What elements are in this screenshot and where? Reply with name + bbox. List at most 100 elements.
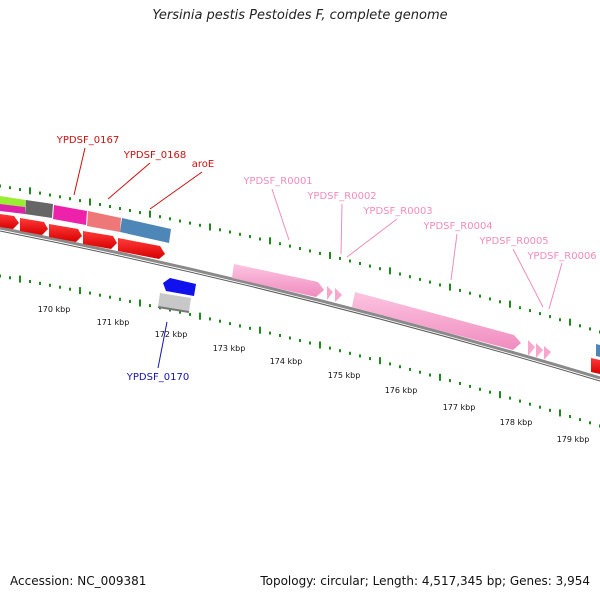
leader-aroE	[149, 171, 203, 210]
gene-box-lime[interactable]	[0, 196, 26, 207]
label-ypdsf-r0001[interactable]: YPDSF_R0001	[242, 176, 312, 187]
major-tick	[569, 318, 571, 326]
minor-tick	[109, 295, 111, 299]
minor-tick	[89, 291, 91, 295]
minor-tick	[469, 384, 471, 388]
gene-box-salmon[interactable]	[87, 211, 121, 232]
gene-box-gray[interactable]	[25, 200, 53, 218]
minor-tick	[539, 405, 541, 409]
gene-labels: YPDSF_0167 YPDSF_0168 aroE YPDSF_R0001 Y…	[56, 135, 597, 383]
red-gene-arrow[interactable]	[591, 358, 600, 374]
minor-tick	[509, 396, 511, 400]
label-ypdsf-0167[interactable]: YPDSF_0167	[56, 135, 119, 146]
major-tick	[499, 391, 501, 399]
scale-label: 179 kbp	[557, 435, 590, 444]
minor-tick	[59, 285, 61, 289]
scale-label: 174 kbp	[270, 357, 303, 366]
minor-tick	[559, 318, 561, 322]
blue-gene-arrow[interactable]	[163, 278, 196, 296]
map-title: Yersinia pestis Pestoides F, complete ge…	[152, 8, 448, 23]
minor-tick	[279, 334, 281, 337]
minor-tick	[589, 421, 591, 425]
minor-tick	[309, 341, 311, 345]
minor-tick	[129, 299, 131, 303]
label-ypdsf-r0006[interactable]: YPDSF_R0006	[526, 251, 596, 262]
minor-tick	[0, 274, 1, 278]
red-gene-arrow[interactable]	[49, 224, 82, 242]
minor-tick	[0, 184, 1, 188]
minor-tick	[499, 300, 501, 304]
red-gene-arrow[interactable]	[20, 218, 48, 235]
genes-value: 3,954	[555, 574, 590, 588]
minor-tick	[579, 418, 581, 422]
label-ypdsf-r0004[interactable]: YPDSF_R0004	[422, 221, 492, 232]
red-gene-arrow[interactable]	[83, 231, 117, 249]
major-tick	[209, 223, 211, 231]
gene-box-steelblue[interactable]	[120, 218, 171, 243]
rna-arrow-small[interactable]	[536, 343, 543, 358]
minor-tick	[169, 217, 171, 221]
minor-tick	[9, 186, 11, 190]
rna-arrow-small[interactable]	[327, 286, 333, 300]
major-tick	[449, 283, 451, 291]
leader-r0002	[340, 203, 343, 255]
gene-box-magenta-left[interactable]	[0, 204, 25, 214]
minor-tick	[579, 324, 581, 328]
gray-gene-edge	[157, 306, 190, 313]
accession-value: NC_009381	[77, 574, 147, 588]
minor-tick	[229, 230, 231, 234]
minor-tick	[269, 331, 271, 335]
label-ypdsf-r0005[interactable]: YPDSF_R0005	[478, 236, 548, 247]
minor-tick	[179, 310, 181, 314]
minor-tick	[249, 235, 251, 239]
major-tick	[79, 287, 81, 295]
minor-tick	[149, 304, 151, 308]
rna-arrow-small[interactable]	[544, 346, 551, 360]
minor-tick	[9, 276, 11, 280]
minor-tick	[119, 297, 121, 301]
minor-tick	[349, 259, 351, 263]
minor-tick	[289, 336, 291, 340]
minor-tick	[69, 287, 71, 291]
minor-tick	[419, 370, 421, 374]
label-ypdsf-r0002[interactable]: YPDSF_R0002	[306, 191, 376, 202]
minor-tick	[39, 191, 41, 195]
rna-arrow-small[interactable]	[335, 288, 342, 302]
accession-info: Accession: NC_009381	[10, 574, 146, 588]
scale-labels: 170 kbp 171 kbp 172 kbp 173 kbp 174 kbp …	[38, 305, 590, 444]
minor-tick	[119, 207, 121, 210]
gene-box-magenta[interactable]	[53, 205, 87, 225]
rna-arrow[interactable]	[352, 292, 521, 350]
topology-value: circular	[320, 574, 365, 588]
minor-tick	[239, 232, 241, 236]
label-ypdsf-0170[interactable]: YPDSF_0170	[126, 372, 189, 383]
major-tick	[559, 409, 561, 417]
label-ypdsf-0168[interactable]: YPDSF_0168	[123, 150, 186, 161]
feature-track-colored	[0, 196, 171, 243]
red-gene-arrow[interactable]	[0, 214, 19, 229]
minor-tick	[359, 354, 361, 358]
gray-gene-box[interactable]	[158, 293, 191, 312]
major-tick	[509, 300, 511, 308]
minor-tick	[39, 281, 41, 285]
gene-box-steelblue-right[interactable]	[596, 344, 600, 357]
minor-tick	[399, 272, 401, 276]
rna-arrow-small[interactable]	[528, 340, 535, 356]
minor-tick	[229, 322, 231, 326]
red-gene-arrow[interactable]	[118, 238, 165, 259]
label-ypdsf-r0003[interactable]: YPDSF_R0003	[362, 206, 432, 217]
minor-tick	[99, 203, 101, 206]
minor-tick	[99, 293, 101, 297]
minor-tick	[489, 390, 491, 394]
major-tick	[269, 237, 271, 245]
outer-tick-ring	[0, 184, 600, 334]
label-aroe[interactable]: aroE	[192, 159, 214, 170]
rna-arrow[interactable]	[232, 264, 324, 297]
leader-r0004	[450, 233, 458, 281]
minor-tick	[69, 197, 71, 201]
minor-tick	[109, 205, 111, 208]
minor-tick	[169, 308, 171, 312]
major-tick	[19, 275, 21, 283]
feature-track-rna	[232, 264, 600, 360]
